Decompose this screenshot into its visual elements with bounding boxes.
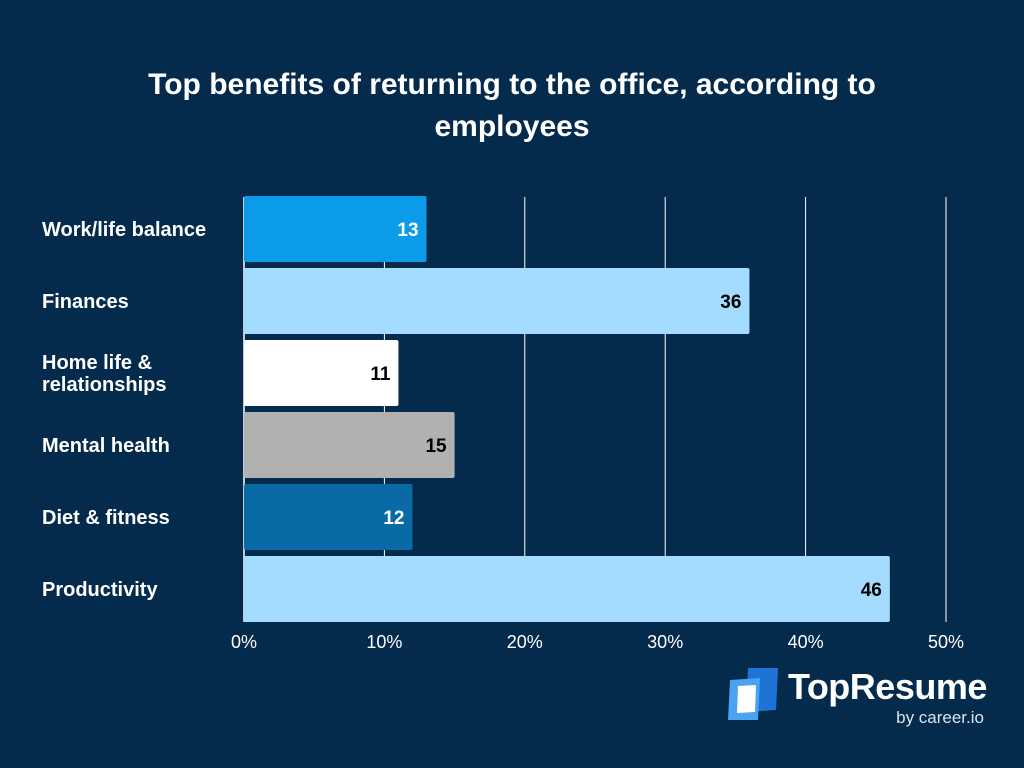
category-label-line: Finances	[42, 291, 129, 313]
category-label-line: Diet & fitness	[42, 507, 170, 529]
bar	[244, 340, 399, 406]
x-axis-ticks: 0% 10% 20% 30% 40% 50%	[231, 632, 964, 652]
value-label: 11	[370, 364, 391, 385]
category-label: Mental health	[42, 435, 170, 457]
value-label: 46	[861, 580, 882, 601]
topresume-logo: TopResume by career.io	[726, 664, 996, 727]
value-label: 36	[720, 292, 741, 313]
brand-tagline: by career.io	[896, 708, 984, 727]
category-label: Finances	[42, 291, 129, 313]
chart-title: Top benefits of returning to the office,…	[148, 68, 876, 143]
category-label: Productivity	[42, 579, 158, 601]
x-tick-label: 20%	[507, 632, 543, 652]
x-tick-label: 30%	[647, 632, 683, 652]
x-tick-label: 0%	[231, 632, 257, 652]
value-label: 12	[383, 508, 404, 529]
category-label-line: Home life &	[42, 352, 152, 374]
value-label: 15	[425, 436, 447, 457]
topresume-logo-icon	[728, 668, 778, 720]
bar	[244, 556, 890, 622]
x-tick-label: 40%	[788, 632, 824, 652]
category-label-line: Work/life balance	[42, 219, 206, 241]
bars: 13 36 11 15 12 46	[244, 196, 890, 622]
brand-name: TopResume	[788, 666, 987, 707]
category-label-line: Mental health	[42, 435, 170, 457]
bar	[244, 268, 750, 334]
gridlines	[243, 197, 947, 622]
bar	[244, 196, 427, 262]
bar	[244, 484, 413, 550]
value-label: 13	[397, 220, 418, 241]
x-tick-label: 10%	[366, 632, 402, 652]
category-label: Home life & relationships	[42, 352, 166, 396]
category-labels: Work/life balance Finances Home life & rela…	[42, 219, 206, 601]
category-label: Diet & fitness	[42, 507, 170, 529]
x-tick-label: 50%	[928, 632, 964, 652]
category-label-line: relationships	[42, 374, 166, 396]
category-label-line: Productivity	[42, 579, 158, 601]
bar	[244, 412, 455, 478]
category-label: Work/life balance	[42, 219, 206, 241]
